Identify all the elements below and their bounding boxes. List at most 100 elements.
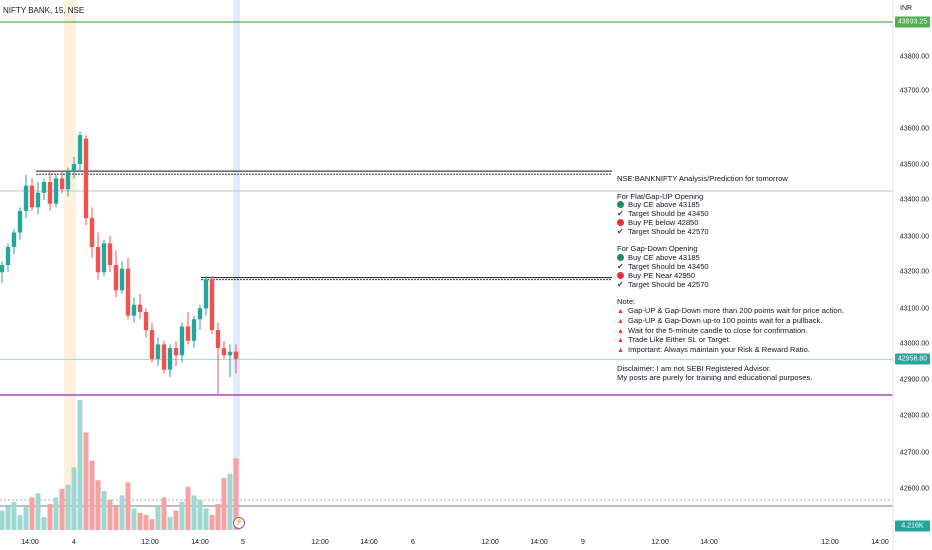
currency-label: INR	[900, 5, 913, 12]
green-circle-icon	[617, 254, 624, 262]
note-row-text: Important: Always maintain your Risk & R…	[628, 345, 810, 355]
red-circle-icon	[617, 271, 624, 279]
note-title: NSE:BANKNIFTY Analysis/Prediction for to…	[617, 174, 788, 183]
volume-bar	[155, 506, 161, 530]
price-axis-label: 42800.00	[899, 412, 929, 420]
note-row-text: Trade Like Either SL or Target.	[628, 335, 731, 345]
time-axis-label: 12:00	[481, 539, 499, 546]
time-axis-label: 14:00	[530, 539, 548, 546]
note-row: ✔ Target Should be 42570	[617, 279, 887, 290]
volume-bar	[215, 504, 221, 530]
candle-body	[173, 348, 179, 356]
volume-bar	[107, 499, 113, 530]
section2-title: For Gap-Down Opening	[617, 244, 698, 254]
volume-bar	[203, 508, 209, 530]
time-axis-label: 14:00	[871, 539, 889, 546]
note-row-text: Gap-UP & Gap-Down up-to 100 points wait …	[628, 315, 823, 325]
note-row: ▲ Wait for the 5-minute candle to close f…	[617, 325, 887, 337]
note-row-text: Buy PE Near 42950	[628, 270, 696, 280]
time-axis-label: 12:00	[311, 539, 329, 546]
volume-bar	[35, 493, 41, 530]
volume-bar	[191, 495, 197, 530]
green-circle-icon	[617, 201, 624, 209]
session-highlights	[64, 0, 240, 530]
price-axis-label: 43600.00	[899, 125, 929, 133]
candle-body	[77, 135, 83, 164]
price-axis-label: 43000.00	[899, 340, 929, 348]
candle-body	[101, 243, 107, 273]
price-axis-label: 43300.00	[899, 233, 929, 241]
volume-bar	[0, 510, 5, 530]
price-axis-label: 42700.00	[899, 449, 929, 457]
candle-body	[113, 265, 119, 291]
volume-bar	[185, 486, 191, 530]
volume-bar	[17, 514, 23, 530]
volume-bar	[101, 491, 107, 530]
candle-body	[71, 163, 77, 172]
note-row-text: Gap-UP & Gap-Down more than 200 points w…	[628, 305, 844, 315]
volume-bar	[71, 467, 77, 530]
lightning-icon[interactable]: ⚡	[233, 517, 245, 529]
volume-bar	[137, 512, 143, 530]
note-row-text: Wait for the 5-minute candle to close fo…	[628, 325, 808, 335]
note-row-text: Target Should be 43450	[628, 261, 709, 271]
chart-title: NIFTY BANK, 15, NSE	[3, 6, 85, 15]
note-row: ✔ Target Should be 42570	[617, 227, 887, 237]
candle-body	[65, 171, 71, 190]
candle-body	[119, 268, 125, 291]
candle-body	[137, 304, 143, 312]
warning-icon: ▲	[617, 347, 624, 355]
candle-body	[143, 311, 149, 331]
check-icon: ✔	[617, 261, 624, 271]
price-tag: 43893.25	[895, 16, 930, 28]
volume-bar	[179, 501, 185, 530]
time-axis-label: 5	[241, 539, 245, 546]
volume-bar	[23, 506, 29, 530]
candle-body	[185, 326, 191, 341]
time-axis-label: 14:00	[191, 539, 209, 546]
candle-body	[215, 330, 221, 349]
candle-body	[155, 344, 161, 359]
volume-bar	[167, 517, 173, 530]
volume-bar	[161, 497, 167, 530]
candle-body	[203, 279, 209, 309]
price-axis-label: 43200.00	[899, 268, 929, 276]
note-row: Buy PE Near 42950	[617, 270, 887, 281]
volume-bar	[53, 497, 59, 530]
candle-body	[83, 138, 89, 219]
price-axis-label: 43700.00	[899, 87, 929, 95]
warning-icon: ▲	[617, 337, 624, 345]
session-band	[64, 0, 76, 530]
note-row: ✔ Target Should be 43450	[617, 209, 887, 219]
candle-body	[227, 351, 233, 356]
note-row: ▲ Important: Always maintain your Risk & …	[617, 345, 887, 356]
disclaimer-line-1: Disclaimer: I am not SEBI Registered Adv…	[617, 363, 772, 373]
notes-list: ▲ Gap-UP & Gap-Down more than 200 points …	[617, 305, 887, 356]
volume-bar	[143, 514, 149, 530]
price-axis-label: 42600.00	[899, 485, 929, 493]
candle-body	[5, 246, 11, 266]
candle-body	[53, 178, 59, 204]
candle-body	[167, 348, 173, 370]
warning-icon: ▲	[617, 307, 624, 315]
notes-title: Note:	[617, 297, 636, 307]
volume-bar	[77, 400, 83, 530]
candle-body	[221, 348, 227, 356]
volume-bar	[41, 517, 47, 530]
note-row: ✔ Target Should be 43450	[617, 261, 887, 272]
candle-body	[233, 351, 239, 359]
volume-bar	[47, 504, 53, 530]
candle-body	[131, 304, 137, 316]
candle-body	[23, 185, 29, 211]
note-row: Buy PE below 42850	[617, 218, 887, 228]
time-axis-label: 6	[411, 539, 415, 546]
price-axis-label: 42900.00	[899, 376, 929, 384]
check-icon: ✔	[617, 209, 624, 219]
note-row-text: Target Should be 42570	[628, 279, 709, 289]
candle-body	[209, 279, 215, 331]
candle-body	[0, 265, 5, 273]
time-axis-label: 12:00	[141, 539, 159, 546]
time-axis-label: 12:00	[651, 539, 669, 546]
session-band	[233, 0, 240, 530]
